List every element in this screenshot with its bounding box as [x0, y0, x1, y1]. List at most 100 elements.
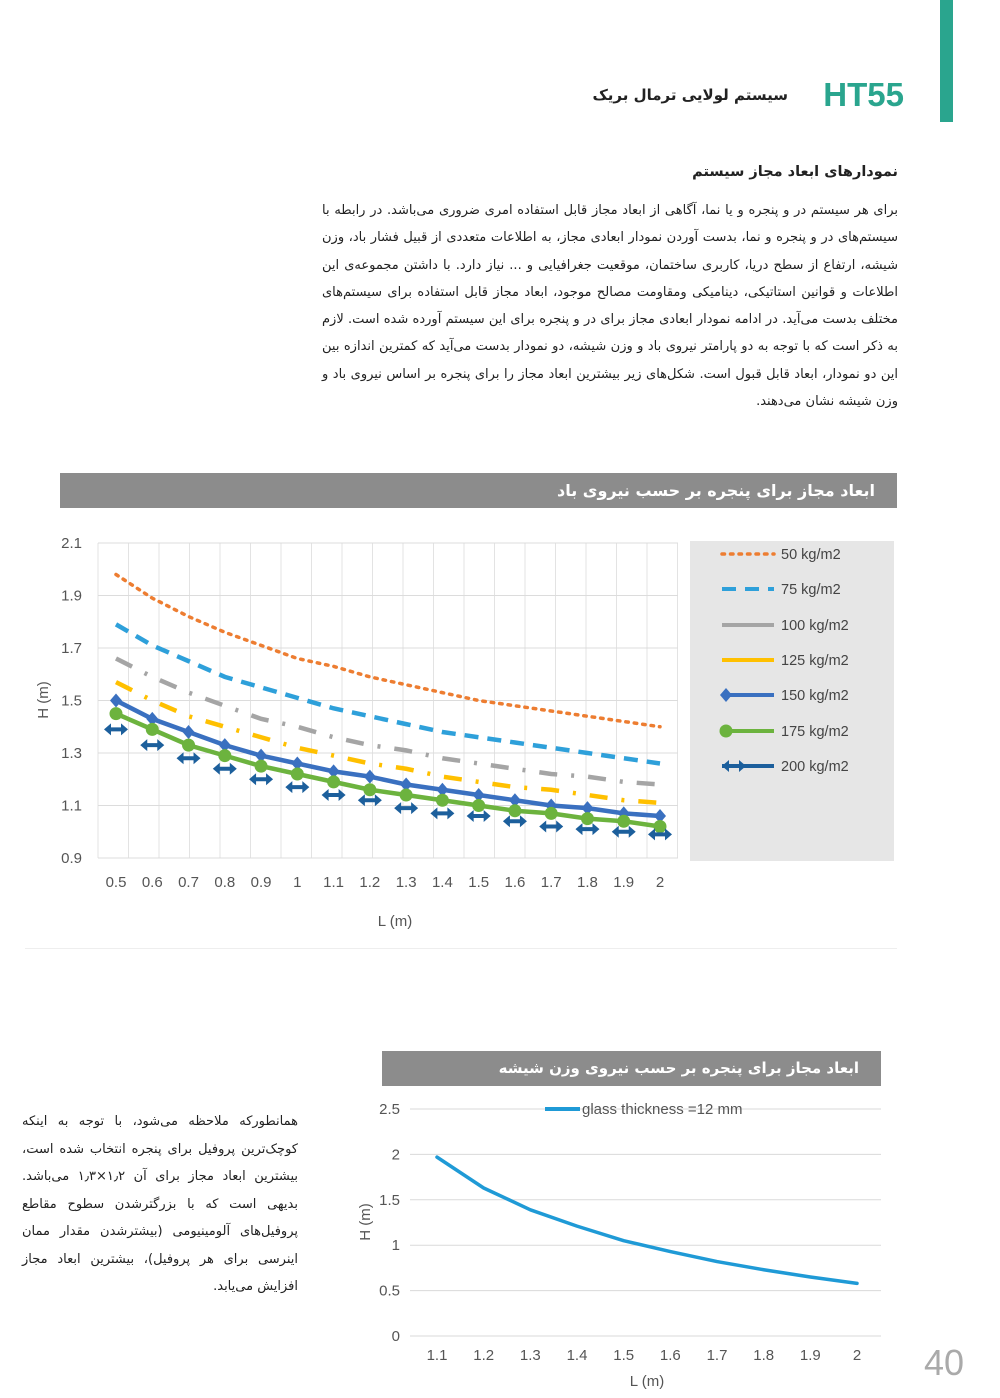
data-point [291, 756, 304, 771]
data-point [611, 825, 636, 838]
y-tick-label: 1 [392, 1237, 400, 1254]
data-point [110, 693, 122, 708]
x-tick-label: 1 [293, 874, 301, 891]
y-tick-label: 2.1 [61, 535, 82, 552]
legend-item: 75 kg/m2 [690, 576, 894, 606]
x-tick-label: 1.6 [505, 874, 526, 891]
legend-label: 150 kg/m2 [781, 688, 849, 705]
data-point [327, 775, 341, 789]
y-tick-label: 1.9 [61, 588, 82, 605]
x-tick-label: 1.3 [520, 1347, 541, 1364]
data-point [653, 820, 667, 833]
legend-label: 50 kg/m2 [781, 547, 841, 563]
x-tick-label: 1.8 [753, 1347, 774, 1364]
chart1-legend: 50 kg/m2 75 kg/m2 100 kg/m2 125 kg/m2 150 kg… [690, 541, 894, 861]
x-tick-label: 1.2 [359, 874, 380, 891]
data-point [363, 783, 377, 797]
legend-item: 125 kg/m2 [690, 647, 894, 677]
data-point [399, 788, 413, 802]
data-point [321, 789, 346, 801]
data-point [249, 773, 274, 786]
data-point [502, 815, 527, 828]
chart2-title: ابعاد مجاز برای پنجره بر حسب نیروی وزن ش… [382, 1051, 881, 1086]
data-point [581, 801, 594, 816]
data-point [544, 806, 558, 820]
series-line [115, 711, 661, 829]
y-tick-label: 0 [392, 1328, 400, 1345]
legend-label: 75 kg/m2 [781, 582, 841, 599]
x-tick-label: 2 [656, 874, 664, 891]
y-tick-label: 1.7 [61, 640, 82, 657]
data-point [466, 810, 491, 822]
legend-swatch [722, 657, 774, 662]
legend-item: 150 kg/m2 [690, 682, 894, 712]
data-point [363, 769, 376, 784]
data-point [357, 794, 382, 807]
data-point [218, 738, 231, 753]
y-tick-label: 0.9 [61, 850, 82, 867]
series-line [114, 572, 662, 729]
data-point [654, 809, 666, 823]
legend-swatch [720, 552, 776, 556]
accent-bar [940, 0, 953, 122]
side-paragraph: همانطورکه ملاحظه می‌شود، با توجه به اینک… [22, 1114, 299, 1294]
series-line [114, 622, 661, 766]
data-point [508, 804, 522, 818]
section-title: نمودارهای ابعاد مجاز سیستم [692, 164, 898, 180]
x-tick-label: 1.5 [468, 874, 489, 891]
data-point [255, 748, 268, 763]
legend-swatch [720, 688, 774, 703]
data-point [218, 749, 232, 763]
x-tick-label: 1.2 [473, 1347, 494, 1364]
data-point [327, 764, 340, 779]
data-point [435, 793, 449, 807]
data-point [104, 723, 128, 736]
y-tick-label: 1.3 [61, 745, 82, 762]
data-point [436, 782, 449, 797]
data-point [400, 777, 413, 792]
data-point [472, 799, 486, 812]
series-75 [114, 622, 661, 766]
series-50 [114, 572, 662, 729]
chart1-title: ابعاد مجاز برای پنجره بر حسب نیروی باد [60, 473, 897, 508]
data-point [254, 759, 268, 773]
x-axis-label: L (m) [378, 913, 412, 930]
data-point [182, 725, 195, 739]
x-tick-label: 1.7 [541, 874, 562, 891]
y-tick-label: 2 [392, 1146, 400, 1163]
x-tick-label: 0.8 [214, 874, 235, 891]
y-tick-label: 0.5 [379, 1283, 400, 1300]
legend-item: 100 kg/m2 [690, 612, 894, 642]
y-tick-label: 1.5 [379, 1192, 400, 1209]
glass-weight-chart: 0 0.5 1 1.5 2 2.5 1.1 1.2 1.3 1.4 1.5 1.6 1.7 1.8 1.9 2… [357, 1101, 881, 1390]
data-point [539, 820, 564, 833]
x-tick-label: 0.7 [178, 874, 199, 891]
legend-label: 200 kg/m2 [781, 758, 849, 775]
data-point [182, 738, 196, 752]
x-tick-label: 0.6 [142, 874, 163, 891]
legend-label: 125 kg/m2 [781, 652, 849, 669]
x-tick-label: 1.3 [396, 874, 417, 891]
data-point [508, 793, 521, 808]
data-point [472, 788, 485, 802]
legend-item: 50 kg/m2 [690, 541, 894, 571]
x-tick-label: 1.1 [323, 874, 344, 891]
y-axis-label: H (m) [357, 1203, 374, 1241]
series-line [114, 680, 661, 806]
y-tick-label: 2.5 [379, 1101, 400, 1118]
legend-item: 200 kg/m2 [690, 753, 894, 783]
data-point [575, 823, 600, 836]
legend-swatch [719, 724, 774, 737]
legend-marker [722, 759, 746, 772]
data-point [617, 814, 631, 828]
svg-text:آبسکونگروه صنعتی: آبسکونگروه صنعتی [942, 1065, 965, 1067]
legend-swatch [722, 622, 774, 627]
data-point [145, 722, 159, 736]
wind-load-chart: 0.9 1.1 1.3 1.5 1.7 1.9 2.1 0.5 0.6 0.7 0.8 0.9 1 1.1… [35, 535, 678, 930]
data-point [109, 707, 123, 721]
data-point [580, 812, 594, 826]
legend-swatch [722, 587, 774, 592]
legend-item: 175 kg/m2 [690, 718, 894, 748]
brand-name: آبسکون [942, 1065, 965, 1067]
x-tick-label: 1.8 [577, 874, 598, 891]
